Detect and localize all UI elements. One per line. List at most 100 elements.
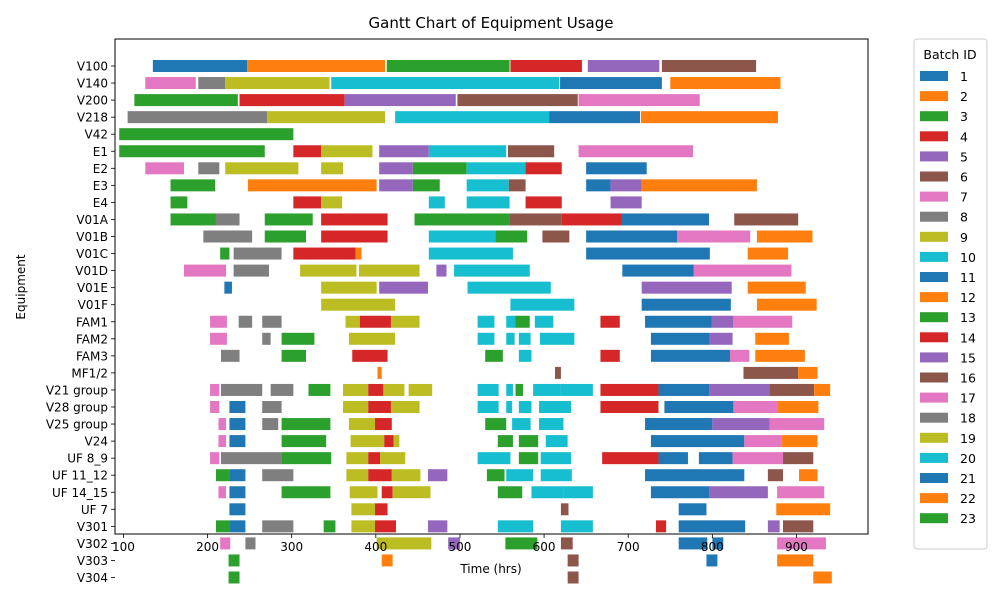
legend-label: 5 xyxy=(960,149,968,164)
gantt-bar xyxy=(264,230,306,243)
gantt-bar xyxy=(210,401,220,413)
gantt-bar xyxy=(321,213,388,226)
gantt-bar xyxy=(505,537,538,550)
gantt-bar xyxy=(518,452,539,465)
gantt-bar xyxy=(743,366,799,379)
legend-swatch xyxy=(920,191,948,202)
gantt-bar xyxy=(767,469,784,482)
legend-swatch xyxy=(920,452,948,463)
gantt-bar xyxy=(610,179,642,192)
gantt-bar xyxy=(215,520,230,533)
gantt-bar xyxy=(813,571,832,584)
gantt-bar xyxy=(183,264,227,277)
gantt-bar xyxy=(428,247,513,260)
gantt-bar xyxy=(512,418,531,431)
gantt-bar xyxy=(247,60,386,72)
gantt-bar xyxy=(408,383,433,396)
gantt-bar xyxy=(270,383,294,396)
gantt-bar xyxy=(379,281,428,294)
legend-label: 13 xyxy=(960,310,976,325)
legend-label: 1 xyxy=(960,69,968,84)
gantt-bar xyxy=(734,213,799,226)
legend-swatch xyxy=(920,91,948,102)
gantt-bar xyxy=(466,196,510,209)
gantt-bar xyxy=(783,452,814,465)
y-tick-label: V28 group xyxy=(46,401,108,415)
gantt-bar xyxy=(203,230,253,243)
legend-swatch xyxy=(920,111,948,122)
y-tick-label: V42 xyxy=(85,128,108,142)
gantt-bar xyxy=(645,469,745,482)
gantt-bar xyxy=(578,145,693,158)
gantt-bar xyxy=(229,520,246,533)
gantt-bar xyxy=(381,486,393,499)
x-tick-label: 100 xyxy=(112,540,135,554)
legend: Batch ID 1234567891011121314151617181920… xyxy=(913,38,988,550)
gantt-bar xyxy=(229,469,246,482)
y-tick-label: FAM1 xyxy=(76,315,108,329)
legend-swatch xyxy=(920,171,948,182)
gantt-bar xyxy=(708,383,770,396)
legend-label: 23 xyxy=(960,511,976,526)
gantt-bar xyxy=(198,77,226,90)
y-tick-label: V301 xyxy=(77,520,108,534)
gantt-bar xyxy=(262,469,294,482)
gantt-bar xyxy=(323,520,336,533)
gantt-bar xyxy=(518,401,532,413)
gantt-bar xyxy=(563,486,593,499)
gantt-bar xyxy=(497,520,534,533)
gantt-bar xyxy=(346,452,369,465)
gantt-bar xyxy=(466,179,509,192)
y-tick-label: V304 xyxy=(77,571,108,585)
x-tick-label: 900 xyxy=(785,540,808,554)
legend-swatch xyxy=(920,332,948,343)
gantt-bar xyxy=(477,332,495,345)
legend-label: 11 xyxy=(960,270,976,285)
gantt-bar xyxy=(321,298,396,311)
gantt-bar xyxy=(586,162,647,175)
gantt-bar xyxy=(349,486,378,499)
gantt-bar xyxy=(127,111,268,124)
gantt-bar xyxy=(798,366,818,379)
gantt-bar xyxy=(539,401,572,413)
y-tick-label: UF 7 xyxy=(81,503,108,517)
gantt-bar xyxy=(466,162,526,175)
gantt-bar xyxy=(321,196,343,209)
y-tick-label: V01C xyxy=(76,247,108,261)
gantt-bar xyxy=(152,60,248,72)
gantt-bar xyxy=(293,196,322,209)
legend-swatch xyxy=(920,513,948,524)
legend-label: 7 xyxy=(960,190,968,205)
gantt-bar xyxy=(386,60,510,72)
gantt-bar xyxy=(767,520,780,533)
gantt-bar xyxy=(708,486,768,499)
gantt-bar xyxy=(355,247,362,260)
gantt-bar xyxy=(586,179,611,192)
legend-title: Batch ID xyxy=(923,47,976,62)
gantt-bar xyxy=(377,366,382,379)
gantt-bar xyxy=(228,571,240,584)
gantt-bar xyxy=(497,486,523,499)
gantt-bar xyxy=(477,315,495,328)
gantt-bar xyxy=(561,213,622,226)
gantt-bar xyxy=(645,315,712,328)
gantt-bar xyxy=(586,247,710,260)
gantt-bar xyxy=(777,401,819,413)
gantt-bar xyxy=(293,247,356,260)
gantt-bar xyxy=(428,145,507,158)
x-tick-label: 200 xyxy=(196,540,219,554)
gantt-bar xyxy=(221,349,240,362)
y-tick-label: FAM2 xyxy=(76,332,108,346)
y-tick-label: V200 xyxy=(77,94,108,108)
gantt-bar xyxy=(380,452,406,465)
gantt-bar xyxy=(732,452,784,465)
y-tick-label: E2 xyxy=(93,162,108,176)
chart-title: Gantt Chart of Equipment Usage xyxy=(369,14,614,32)
gantt-bar xyxy=(510,298,575,311)
gantt-bar xyxy=(507,145,555,158)
gantt-bar xyxy=(622,264,694,277)
gantt-bar xyxy=(650,349,731,362)
legend-swatch xyxy=(920,71,948,81)
legend-swatch xyxy=(920,131,948,142)
